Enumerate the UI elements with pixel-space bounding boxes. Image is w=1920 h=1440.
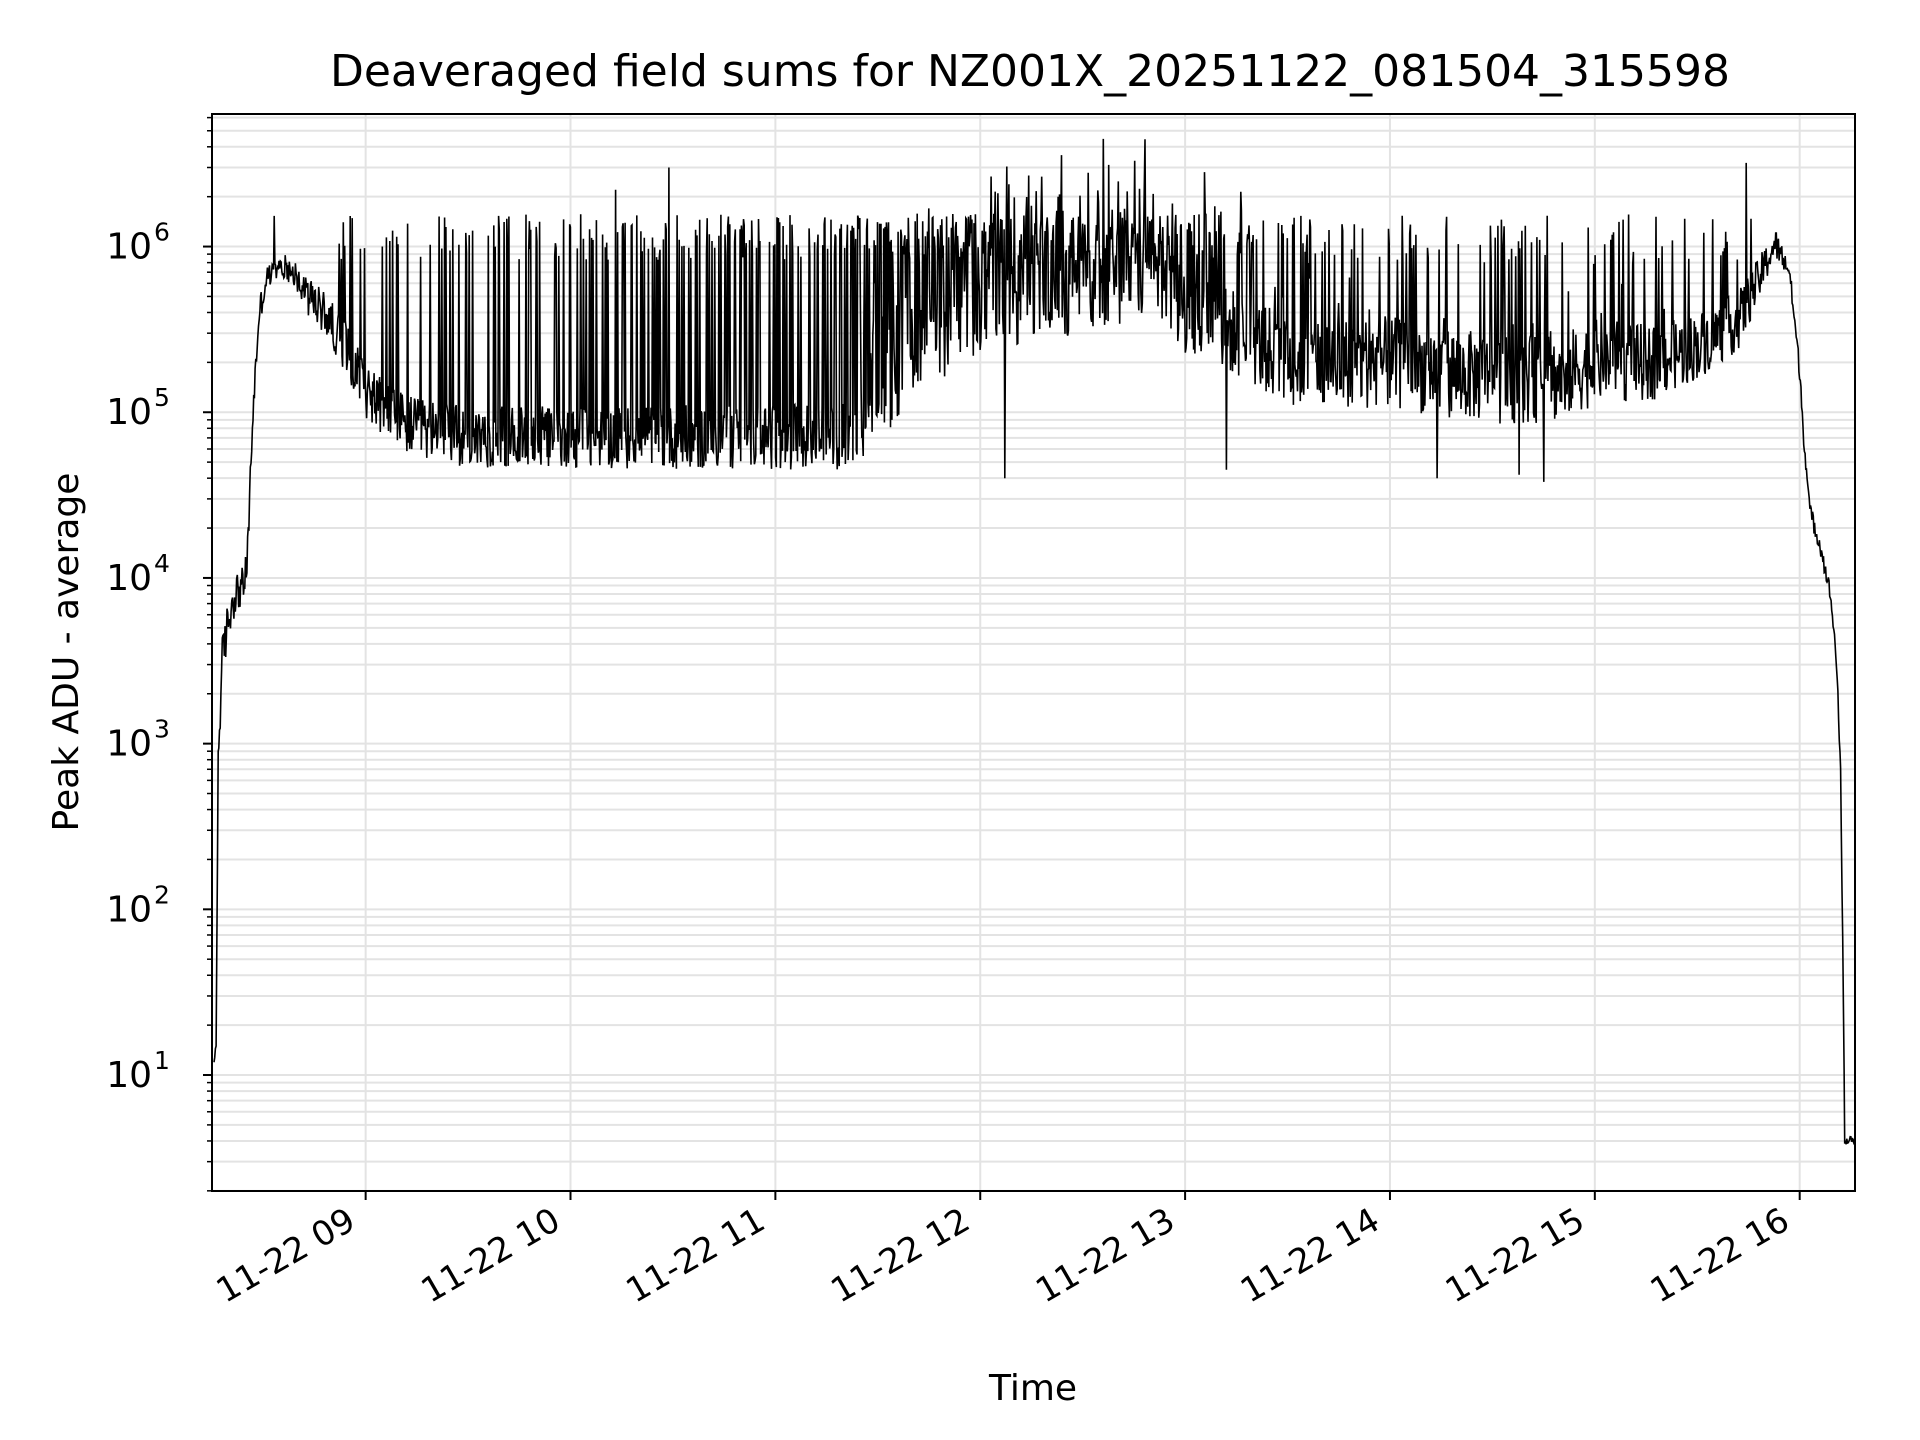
y-tick-label: 10 <box>106 227 152 268</box>
plot-area-frame <box>211 113 1856 1192</box>
y-tick-label-base: 10 <box>106 227 152 268</box>
y-tick-label: 10 <box>106 1055 152 1096</box>
y-tick-label-exponent: 3 <box>154 715 170 744</box>
y-tick-label: 10 <box>106 392 152 433</box>
x-axis-label: Time <box>988 1368 1077 1409</box>
series-line-field-sums <box>213 138 1856 1146</box>
y-tick-label-exponent: 4 <box>154 549 170 578</box>
y-axis-label: Peak ADU - average <box>46 473 87 832</box>
y-tick-label: 10 <box>106 558 152 599</box>
y-tick-label-base: 10 <box>106 558 152 599</box>
chart-title: Deaveraged field sums for NZ001X_2025112… <box>330 46 1730 97</box>
y-tick-label-exponent: 6 <box>154 218 170 247</box>
y-tick-label-exponent: 5 <box>154 383 170 412</box>
y-tick-label-base: 10 <box>106 392 152 433</box>
y-tick-label: 10 <box>106 889 152 930</box>
data-series <box>213 138 1856 1146</box>
y-tick-label-base: 10 <box>106 724 152 765</box>
y-tick-label: 10 <box>106 724 152 765</box>
grid-lines <box>212 114 1855 1192</box>
y-tick-label-base: 10 <box>106 889 152 930</box>
y-tick-label-base: 10 <box>106 1055 152 1096</box>
y-tick-label-exponent: 2 <box>154 880 170 909</box>
y-tick-label-exponent: 1 <box>154 1046 170 1075</box>
